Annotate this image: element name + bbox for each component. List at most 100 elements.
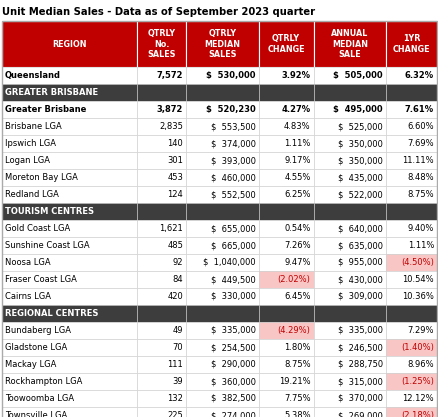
Bar <box>385 322 436 339</box>
Text: 140: 140 <box>167 139 183 148</box>
Text: 4.55%: 4.55% <box>283 173 310 182</box>
Bar <box>385 101 436 118</box>
Bar <box>186 118 258 135</box>
Bar <box>385 186 436 203</box>
Bar <box>137 152 186 169</box>
Bar <box>186 322 258 339</box>
Text: 124: 124 <box>167 190 183 199</box>
Bar <box>186 356 258 373</box>
Text: Gladstone LGA: Gladstone LGA <box>5 343 67 352</box>
Bar <box>2 186 137 203</box>
Bar <box>137 101 186 118</box>
Text: 1.80%: 1.80% <box>283 343 310 352</box>
Text: REGIONAL CENTRES: REGIONAL CENTRES <box>5 309 98 318</box>
Text: 7.26%: 7.26% <box>283 241 310 250</box>
Bar <box>2 118 137 135</box>
Text: 8.48%: 8.48% <box>406 173 433 182</box>
Text: 2,835: 2,835 <box>159 122 183 131</box>
Text: $  430,000: $ 430,000 <box>337 275 382 284</box>
Text: TOURISM CENTRES: TOURISM CENTRES <box>5 207 94 216</box>
Text: $  288,750: $ 288,750 <box>337 360 382 369</box>
Text: (1.25%): (1.25%) <box>400 377 433 386</box>
Text: 9.40%: 9.40% <box>407 224 433 233</box>
Text: GREATER BRISBANE: GREATER BRISBANE <box>5 88 98 97</box>
Text: 9.17%: 9.17% <box>283 156 310 165</box>
Text: Moreton Bay LGA: Moreton Bay LGA <box>5 173 78 182</box>
Text: $  505,000: $ 505,000 <box>333 71 382 80</box>
Bar <box>186 254 258 271</box>
Bar <box>258 21 313 67</box>
Bar <box>186 373 258 390</box>
Text: 301: 301 <box>167 156 183 165</box>
Bar <box>385 203 436 220</box>
Text: 70: 70 <box>172 343 183 352</box>
Bar <box>313 305 385 322</box>
Text: $  435,000: $ 435,000 <box>337 173 382 182</box>
Bar <box>2 135 137 152</box>
Bar <box>313 84 385 101</box>
Bar <box>2 322 137 339</box>
Text: $  520,230: $ 520,230 <box>205 105 255 114</box>
Text: $  635,000: $ 635,000 <box>337 241 382 250</box>
Bar <box>313 237 385 254</box>
Bar <box>313 407 385 417</box>
Text: Toowoomba LGA: Toowoomba LGA <box>5 394 74 403</box>
Bar <box>186 84 258 101</box>
Bar <box>137 84 186 101</box>
Bar <box>186 288 258 305</box>
Bar <box>258 203 313 220</box>
Bar <box>137 186 186 203</box>
Bar <box>258 220 313 237</box>
Bar <box>137 322 186 339</box>
Bar <box>313 135 385 152</box>
Bar <box>2 254 137 271</box>
Bar <box>258 237 313 254</box>
Bar <box>313 67 385 84</box>
Text: QTRLY
No.
SALES: QTRLY No. SALES <box>147 29 176 59</box>
Text: 3,872: 3,872 <box>156 105 183 114</box>
Text: 6.45%: 6.45% <box>283 292 310 301</box>
Text: $  330,000: $ 330,000 <box>210 292 255 301</box>
Bar <box>385 271 436 288</box>
Text: Ipswich LGA: Ipswich LGA <box>5 139 56 148</box>
Text: 1.11%: 1.11% <box>283 139 310 148</box>
Bar <box>137 67 186 84</box>
Text: Cairns LGA: Cairns LGA <box>5 292 51 301</box>
Bar <box>2 203 137 220</box>
Text: 5.38%: 5.38% <box>283 411 310 417</box>
Bar <box>385 339 436 356</box>
Bar <box>313 118 385 135</box>
Text: 7.61%: 7.61% <box>404 105 433 114</box>
Bar <box>186 21 258 67</box>
Bar <box>186 67 258 84</box>
Text: Redland LGA: Redland LGA <box>5 190 59 199</box>
Text: $  640,000: $ 640,000 <box>337 224 382 233</box>
Bar <box>385 305 436 322</box>
Text: 4.27%: 4.27% <box>281 105 310 114</box>
Bar <box>313 288 385 305</box>
Bar <box>186 237 258 254</box>
Text: 1,621: 1,621 <box>159 224 183 233</box>
Text: 7.69%: 7.69% <box>406 139 433 148</box>
Text: $  382,500: $ 382,500 <box>210 394 255 403</box>
Bar <box>313 271 385 288</box>
Bar <box>258 407 313 417</box>
Bar <box>186 220 258 237</box>
Text: 92: 92 <box>172 258 183 267</box>
Bar <box>313 373 385 390</box>
Text: Logan LGA: Logan LGA <box>5 156 50 165</box>
Text: $  665,000: $ 665,000 <box>210 241 255 250</box>
Bar <box>2 152 137 169</box>
Text: $  495,000: $ 495,000 <box>333 105 382 114</box>
Text: 225: 225 <box>167 411 183 417</box>
Bar <box>258 152 313 169</box>
Bar <box>2 21 137 67</box>
Bar <box>313 254 385 271</box>
Bar <box>186 152 258 169</box>
Text: QTRLY
MEDIAN
SALES: QTRLY MEDIAN SALES <box>204 29 240 59</box>
Text: $  274,000: $ 274,000 <box>210 411 255 417</box>
Text: $  360,000: $ 360,000 <box>210 377 255 386</box>
Text: Fraser Coast LGA: Fraser Coast LGA <box>5 275 77 284</box>
Bar <box>137 220 186 237</box>
Bar <box>258 169 313 186</box>
